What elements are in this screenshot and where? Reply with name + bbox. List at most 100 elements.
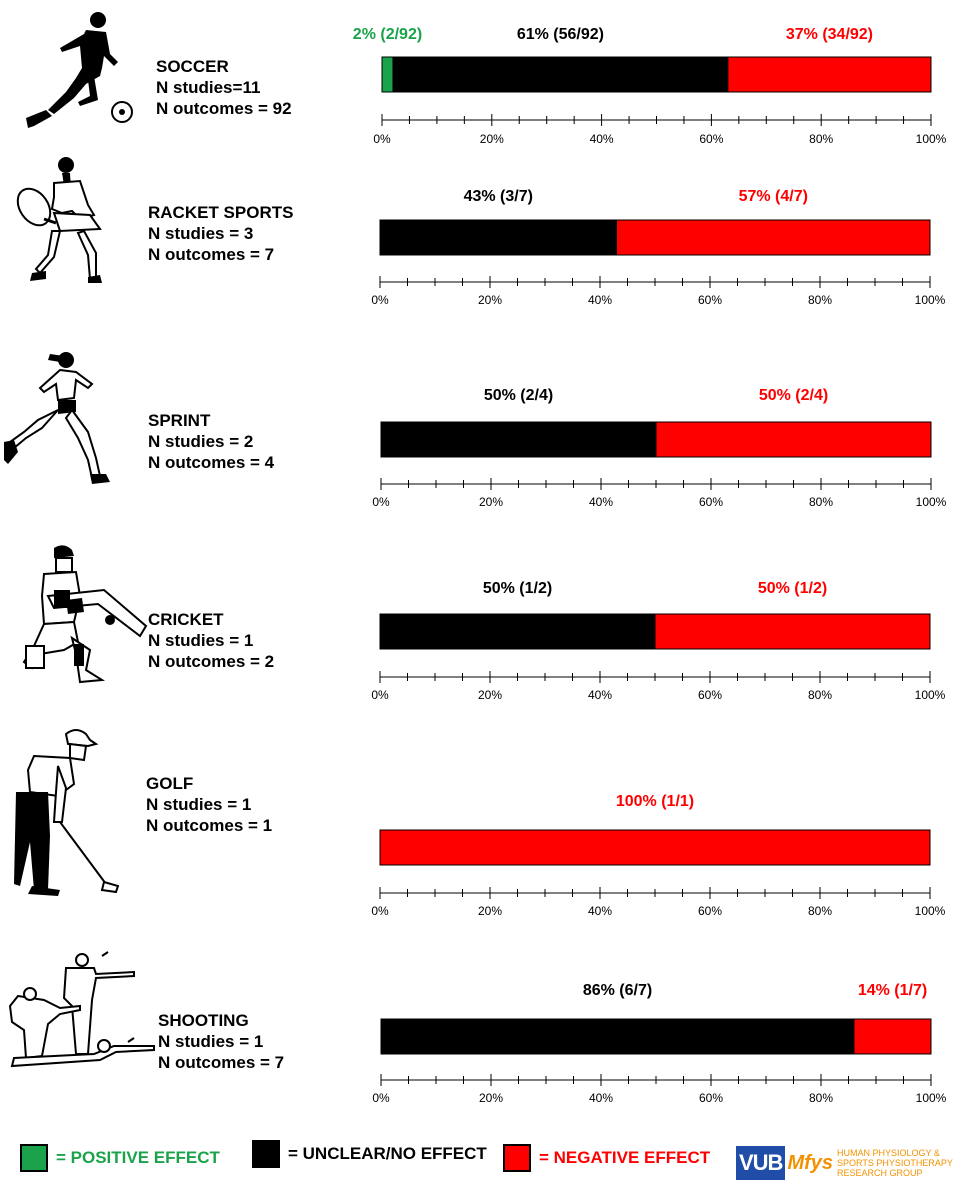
- legend-unclear-swatch: [252, 1140, 280, 1168]
- cricket-batter-icon: [14, 542, 154, 697]
- vub-mfys-logo: VUB Mfys HUMAN PHYSIOLOGY & SPORTS PHYSI…: [736, 1146, 953, 1180]
- sport-label-racket: RACKET SPORTS N studies = 3 N outcomes =…: [148, 202, 293, 265]
- x-tick-label: 20%: [480, 132, 504, 146]
- bar-segment-unclear: [379, 613, 656, 650]
- segment-label-unclear: 50% (2/4): [484, 387, 553, 404]
- tennis-player-icon: [10, 153, 120, 293]
- segment-label-negative: 50% (1/2): [758, 580, 827, 597]
- vub-logo-text: VUB: [736, 1146, 786, 1180]
- legend-positive: = POSITIVE EFFECT: [20, 1144, 220, 1172]
- x-tick-label: 80%: [808, 293, 832, 307]
- segment-label-positive: 2% (2/92): [353, 26, 422, 43]
- x-tick-label: 20%: [479, 495, 503, 509]
- x-tick-label: 100%: [915, 293, 946, 307]
- x-tick-label: 100%: [916, 495, 947, 509]
- x-tick-label: 100%: [916, 132, 947, 146]
- research-group-name: HUMAN PHYSIOLOGY & SPORTS PHYSIOTHERAPY …: [837, 1148, 953, 1178]
- x-tick-label: 60%: [698, 904, 722, 918]
- x-tick-label: 40%: [589, 1091, 613, 1105]
- x-tick-label: 40%: [588, 688, 612, 702]
- sport-label-soccer: SOCCER N studies=11 N outcomes = 92: [156, 56, 292, 119]
- x-tick-label: 80%: [809, 495, 833, 509]
- research-group-line-2: SPORTS PHYSIOTHERAPY: [837, 1158, 953, 1168]
- sport-name: RACKET SPORTS: [148, 203, 294, 222]
- x-tick-label: 60%: [698, 688, 722, 702]
- sport-outcomes: N outcomes = 92: [156, 99, 292, 118]
- sport-label-golf: GOLF N studies = 1 N outcomes = 1: [146, 773, 272, 836]
- sport-outcomes: N outcomes = 1: [146, 816, 273, 835]
- x-tick-label: 0%: [371, 688, 389, 702]
- segment-label-unclear: 50% (1/2): [483, 580, 552, 597]
- sport-studies: N studies = 3: [148, 224, 254, 243]
- legend-positive-swatch: [20, 1144, 48, 1172]
- x-tick-label: 80%: [808, 904, 832, 918]
- sport-outcomes: N outcomes = 7: [148, 245, 275, 264]
- x-tick-label: 0%: [371, 293, 389, 307]
- segment-label-negative: 37% (34/92): [786, 26, 873, 43]
- bar-segment-unclear: [392, 56, 729, 93]
- x-tick-label: 20%: [479, 1091, 503, 1105]
- bar-segment-unclear: [380, 421, 657, 458]
- x-tick-label: 20%: [478, 293, 502, 307]
- legend-positive-label: = POSITIVE EFFECT: [56, 1148, 220, 1167]
- x-tick-label: 0%: [372, 495, 390, 509]
- segment-label-unclear: 43% (3/7): [464, 188, 533, 205]
- x-tick-label: 0%: [373, 132, 391, 146]
- bar-segment-unclear: [380, 1018, 855, 1055]
- bar-segment-positive: [381, 56, 394, 93]
- segment-label-negative: 57% (4/7): [739, 188, 808, 205]
- segment-label-unclear: 61% (56/92): [517, 26, 604, 43]
- sport-name: SHOOTING: [158, 1011, 249, 1030]
- shooters-icon: [4, 950, 156, 1075]
- sport-studies: N studies = 1: [148, 631, 254, 650]
- x-tick-label: 40%: [589, 495, 613, 509]
- sport-studies: N studies=11: [156, 78, 261, 97]
- sport-label-sprint: SPRINT N studies = 2 N outcomes = 4: [148, 410, 274, 473]
- sport-name: SOCCER: [156, 57, 229, 76]
- x-tick-label: 40%: [590, 132, 614, 146]
- x-tick-label: 60%: [699, 1091, 723, 1105]
- legend-negative-label: = NEGATIVE EFFECT: [539, 1148, 711, 1167]
- legend-unclear-label: = UNCLEAR/NO EFFECT: [288, 1144, 487, 1163]
- bar-segment-unclear: [379, 219, 617, 256]
- x-tick-label: 20%: [478, 688, 502, 702]
- sport-studies: N studies = 2: [148, 432, 254, 451]
- x-tick-label: 20%: [478, 904, 502, 918]
- legend-negative-swatch: [503, 1144, 531, 1172]
- sport-name: SPRINT: [148, 411, 211, 430]
- bar-segment-negative: [727, 56, 932, 93]
- segment-label-negative: 50% (2/4): [759, 387, 828, 404]
- sport-name: GOLF: [146, 774, 194, 793]
- x-tick-label: 0%: [372, 1091, 390, 1105]
- x-tick-label: 40%: [588, 293, 612, 307]
- bar-segment-negative: [379, 829, 931, 866]
- research-group-line-3: RESEARCH GROUP: [837, 1168, 923, 1178]
- x-tick-label: 60%: [698, 293, 722, 307]
- segment-label-unclear: 86% (6/7): [583, 982, 652, 999]
- x-tick-label: 80%: [809, 132, 833, 146]
- research-group-line-1: HUMAN PHYSIOLOGY &: [837, 1148, 940, 1158]
- sport-outcomes: N outcomes = 4: [148, 453, 275, 472]
- segment-label-negative: 14% (1/7): [858, 982, 927, 999]
- x-tick-label: 80%: [809, 1091, 833, 1105]
- segment-label-negative: 100% (1/1): [616, 793, 694, 810]
- legend-unclear: = UNCLEAR/NO EFFECT: [252, 1140, 487, 1168]
- bar-segment-negative: [654, 613, 931, 650]
- x-tick-label: 80%: [808, 688, 832, 702]
- x-tick-label: 100%: [916, 1091, 947, 1105]
- legend-negative: = NEGATIVE EFFECT: [503, 1144, 710, 1172]
- sport-name: CRICKET: [148, 610, 224, 629]
- golfer-icon: [4, 726, 124, 906]
- bar-segment-negative: [655, 421, 932, 458]
- bar-segment-negative: [616, 219, 931, 256]
- sport-studies: N studies = 1: [158, 1032, 264, 1051]
- soccer-player-icon: [18, 6, 138, 136]
- x-tick-label: 100%: [915, 688, 946, 702]
- sport-label-shooting: SHOOTING N studies = 1 N outcomes = 7: [158, 1010, 284, 1073]
- x-tick-label: 100%: [915, 904, 946, 918]
- x-tick-label: 40%: [588, 904, 612, 918]
- sport-studies: N studies = 1: [146, 795, 252, 814]
- mfys-logo-text: Mfys: [787, 1151, 834, 1174]
- bar-segment-negative: [853, 1018, 932, 1055]
